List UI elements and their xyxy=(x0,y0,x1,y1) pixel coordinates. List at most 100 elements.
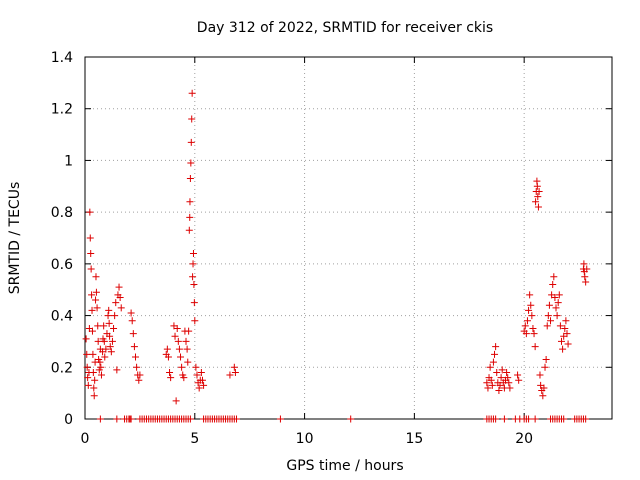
data-point xyxy=(198,376,206,384)
data-point xyxy=(192,363,200,371)
data-point xyxy=(489,358,497,366)
data-point xyxy=(553,312,561,320)
data-point xyxy=(186,175,194,183)
data-point xyxy=(498,366,506,374)
data-point xyxy=(560,415,568,423)
data-point xyxy=(487,376,495,384)
chart-title: Day 312 of 2022, SRMTID for receiver cki… xyxy=(197,20,493,36)
data-point xyxy=(559,345,567,353)
data-point xyxy=(545,301,553,309)
data-point xyxy=(180,374,188,382)
data-point xyxy=(113,366,121,374)
data-point xyxy=(186,415,194,423)
y-tick-label: 0.4 xyxy=(51,309,73,325)
data-point xyxy=(231,368,239,376)
data-point xyxy=(580,260,588,268)
data-point xyxy=(96,358,104,366)
data-point xyxy=(132,353,140,361)
data-point xyxy=(87,265,95,273)
data-point xyxy=(492,343,500,351)
data-point xyxy=(184,358,192,366)
data-point xyxy=(186,198,194,206)
data-point xyxy=(562,317,570,325)
data-point xyxy=(105,319,113,327)
data-point xyxy=(83,363,91,371)
data-point xyxy=(189,273,197,281)
x-tick-label: 10 xyxy=(296,431,314,447)
data-point xyxy=(108,337,116,345)
data-point xyxy=(101,353,109,361)
data-point xyxy=(107,348,115,356)
data-point xyxy=(88,306,96,314)
data-point xyxy=(97,363,105,371)
data-point xyxy=(94,337,102,345)
data-point xyxy=(550,273,558,281)
data-point xyxy=(522,330,530,338)
data-point xyxy=(96,415,104,423)
data-point xyxy=(182,337,190,345)
data-point xyxy=(542,356,550,364)
data-point xyxy=(88,327,96,335)
data-point xyxy=(100,337,108,345)
data-point xyxy=(112,299,120,307)
data-point xyxy=(178,363,186,371)
data-point xyxy=(135,376,143,384)
grid-lines xyxy=(85,57,612,419)
data-point xyxy=(174,337,182,345)
data-point xyxy=(187,159,195,167)
data-point xyxy=(583,265,591,273)
data-point xyxy=(188,115,196,123)
data-point xyxy=(186,213,194,221)
data-point xyxy=(506,384,514,392)
data-point xyxy=(493,368,501,376)
data-point xyxy=(91,376,99,384)
data-point xyxy=(90,392,98,400)
data-point xyxy=(193,371,201,379)
data-point xyxy=(488,381,496,389)
data-point xyxy=(190,299,198,307)
data-point xyxy=(503,368,511,376)
data-point xyxy=(525,415,533,423)
data-point xyxy=(527,301,535,309)
data-point xyxy=(525,306,533,314)
data-point xyxy=(111,312,119,320)
data-point xyxy=(347,415,355,423)
data-point xyxy=(531,415,539,423)
data-point xyxy=(582,278,590,286)
data-point xyxy=(105,306,113,314)
data-point xyxy=(556,322,564,330)
data-point xyxy=(102,345,110,353)
data-point xyxy=(233,415,241,423)
data-point xyxy=(539,392,547,400)
data-point xyxy=(189,250,197,258)
data-point xyxy=(230,363,238,371)
data-point xyxy=(167,374,175,382)
data-point xyxy=(88,291,96,299)
data-point xyxy=(84,381,92,389)
data-point xyxy=(515,376,523,384)
data-point xyxy=(127,309,135,317)
data-point xyxy=(83,350,91,358)
data-point xyxy=(484,384,492,392)
y-tick-label: 1.4 xyxy=(51,50,73,66)
data-point xyxy=(113,415,121,423)
data-point xyxy=(534,193,542,201)
y-tick-label: 0.8 xyxy=(51,205,73,221)
data-point xyxy=(92,288,100,296)
data-point xyxy=(195,384,203,392)
data-point xyxy=(486,363,494,371)
data-point xyxy=(87,250,95,258)
data-point xyxy=(185,226,193,234)
data-point xyxy=(93,304,101,312)
data-point xyxy=(549,281,557,289)
data-point xyxy=(173,325,181,332)
data-point xyxy=(177,353,185,361)
data-point xyxy=(82,335,90,343)
data-point xyxy=(86,208,94,216)
data-point xyxy=(116,293,124,301)
data-point xyxy=(531,343,539,351)
data-point xyxy=(521,322,529,330)
data-point xyxy=(200,381,208,389)
data-point xyxy=(172,397,180,405)
y-axis-label: SRMTID / TECUs xyxy=(7,182,23,295)
